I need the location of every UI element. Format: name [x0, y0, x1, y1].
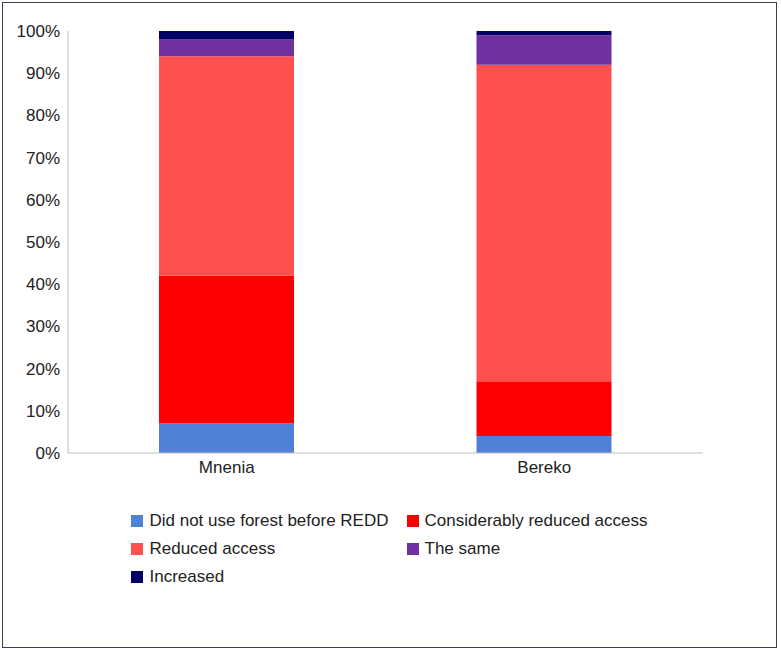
svg-text:Mnenia: Mnenia — [199, 458, 255, 477]
html-text:Considerably reduced access: Considerably reduced access — [424, 511, 648, 530]
svg-text:70%: 70% — [26, 149, 60, 168]
svg-text:40%: 40% — [26, 275, 60, 294]
svg-text:30%: 30% — [26, 317, 60, 336]
svg-text:0%: 0% — [35, 444, 60, 463]
svg-text:10%: 10% — [26, 402, 60, 421]
svg-text:60%: 60% — [26, 191, 60, 210]
html-text:Increased: Increased — [149, 567, 225, 586]
svg-text:Bereko: Bereko — [517, 458, 571, 477]
svg-text:50%: 50% — [26, 233, 60, 252]
svg-text:90%: 90% — [26, 64, 60, 83]
html-text:Did not use forest before REDD: Did not use forest before REDD — [149, 511, 389, 530]
svg-text:80%: 80% — [26, 106, 60, 125]
html-text:Reduced access: Reduced access — [149, 539, 276, 558]
svg-text:20%: 20% — [26, 360, 60, 379]
svg-text:100%: 100% — [17, 22, 60, 41]
html-text:The same: The same — [424, 539, 501, 558]
